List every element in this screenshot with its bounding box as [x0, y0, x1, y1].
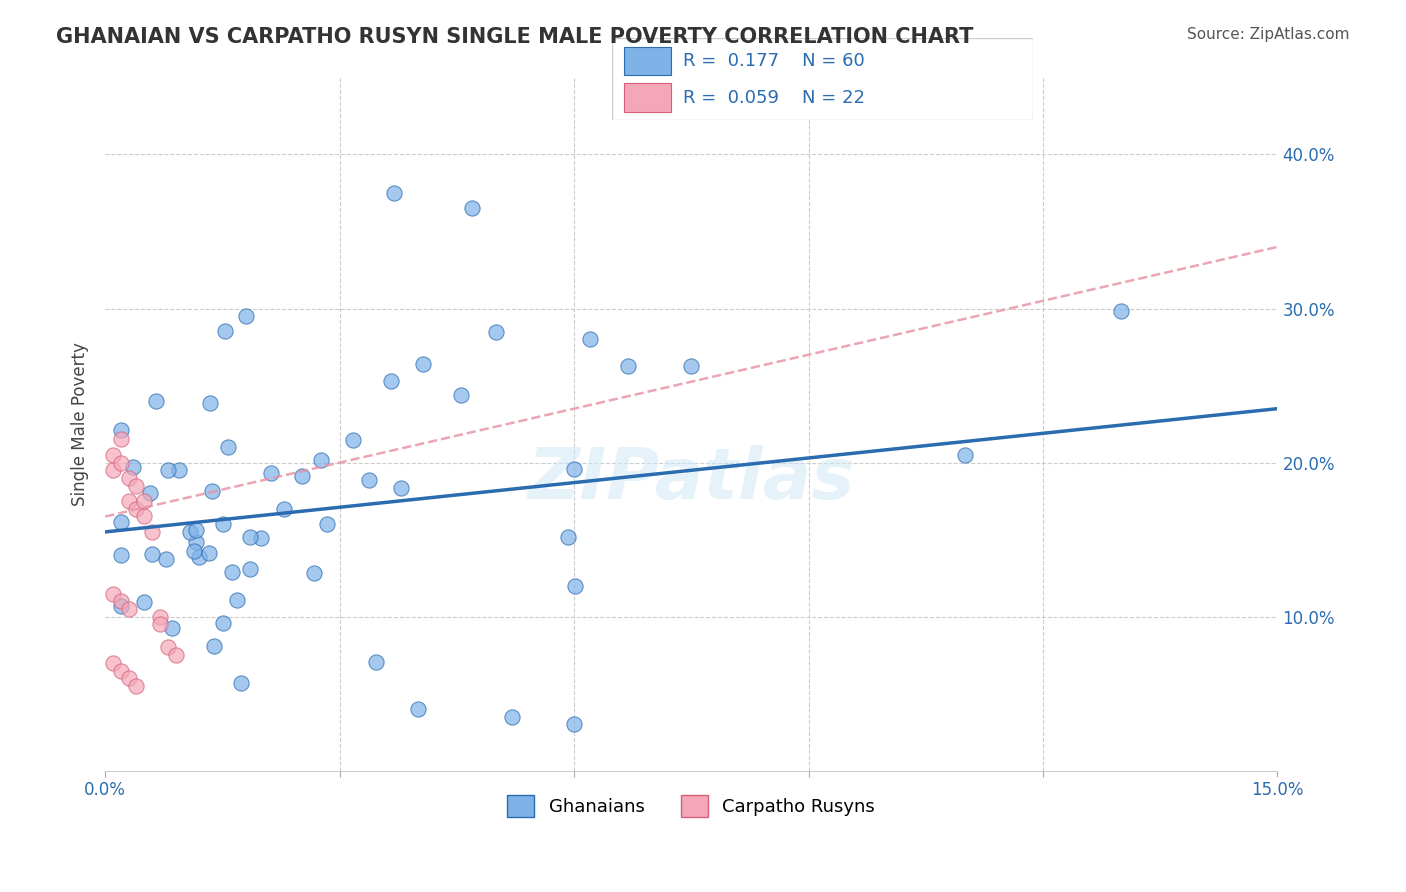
- Point: [679, 359, 702, 374]
- Point: [412, 357, 434, 371]
- Point: [382, 186, 405, 200]
- Point: [1109, 303, 1132, 318]
- Point: [156, 640, 179, 655]
- Point: [101, 656, 124, 670]
- Point: [557, 530, 579, 544]
- Point: [304, 566, 326, 581]
- Point: [110, 515, 132, 529]
- Point: [359, 474, 381, 488]
- Point: [110, 456, 132, 470]
- Point: [273, 502, 295, 516]
- Point: [461, 202, 484, 216]
- Y-axis label: Single Male Poverty: Single Male Poverty: [72, 343, 89, 506]
- Point: [342, 433, 364, 447]
- Point: [101, 463, 124, 477]
- Point: [118, 671, 141, 685]
- Point: [366, 655, 388, 669]
- Point: [239, 530, 262, 544]
- Point: [501, 710, 523, 724]
- Point: [221, 566, 243, 580]
- Point: [179, 524, 201, 539]
- Point: [118, 471, 141, 485]
- Point: [309, 453, 332, 467]
- Point: [157, 463, 180, 477]
- Point: [953, 448, 976, 462]
- Point: [214, 325, 236, 339]
- Point: [198, 396, 221, 410]
- Point: [118, 494, 141, 508]
- Point: [406, 702, 429, 716]
- Point: [217, 440, 239, 454]
- Point: [564, 579, 586, 593]
- Point: [450, 388, 472, 402]
- Point: [160, 621, 183, 635]
- Bar: [624, 84, 671, 112]
- Point: [212, 517, 235, 532]
- Point: [578, 332, 600, 346]
- Point: [118, 602, 141, 616]
- Point: [201, 483, 224, 498]
- Text: ZIPatlas: ZIPatlas: [527, 445, 855, 514]
- Point: [187, 550, 209, 565]
- Point: [122, 460, 145, 475]
- Point: [389, 482, 412, 496]
- Point: [149, 609, 172, 624]
- Point: [139, 486, 162, 500]
- Text: R =  0.059    N = 22: R = 0.059 N = 22: [683, 89, 865, 107]
- Legend: Ghanaians, Carpatho Rusyns: Ghanaians, Carpatho Rusyns: [501, 788, 883, 824]
- Point: [249, 531, 271, 545]
- Point: [202, 639, 225, 653]
- Point: [167, 462, 190, 476]
- Point: [562, 462, 585, 476]
- Point: [145, 393, 167, 408]
- Point: [125, 679, 148, 693]
- Point: [485, 325, 508, 339]
- Point: [198, 546, 221, 560]
- Point: [110, 433, 132, 447]
- Point: [134, 509, 156, 524]
- Point: [110, 664, 132, 678]
- Point: [155, 551, 177, 566]
- Point: [134, 494, 156, 508]
- Point: [229, 676, 252, 690]
- Bar: [624, 46, 671, 75]
- Point: [184, 523, 207, 537]
- Text: Source: ZipAtlas.com: Source: ZipAtlas.com: [1187, 27, 1350, 42]
- Point: [149, 617, 172, 632]
- Point: [239, 562, 262, 576]
- Point: [235, 310, 257, 324]
- Point: [101, 448, 124, 462]
- Point: [110, 594, 132, 608]
- Point: [110, 423, 132, 437]
- Point: [562, 717, 585, 731]
- Point: [226, 593, 249, 607]
- Point: [141, 547, 163, 561]
- Point: [125, 501, 148, 516]
- Point: [125, 478, 148, 492]
- Point: [211, 616, 233, 631]
- Point: [291, 469, 314, 483]
- Point: [110, 599, 132, 613]
- Text: R =  0.177    N = 60: R = 0.177 N = 60: [683, 52, 865, 70]
- Point: [260, 466, 283, 480]
- Point: [316, 516, 339, 531]
- Point: [141, 524, 163, 539]
- Point: [101, 586, 124, 600]
- Point: [186, 534, 208, 549]
- Point: [132, 595, 155, 609]
- Point: [165, 648, 187, 662]
- Point: [617, 359, 640, 373]
- Point: [110, 548, 132, 562]
- Text: GHANAIAN VS CARPATHO RUSYN SINGLE MALE POVERTY CORRELATION CHART: GHANAIAN VS CARPATHO RUSYN SINGLE MALE P…: [56, 27, 973, 46]
- Point: [183, 543, 205, 558]
- Point: [380, 374, 402, 388]
